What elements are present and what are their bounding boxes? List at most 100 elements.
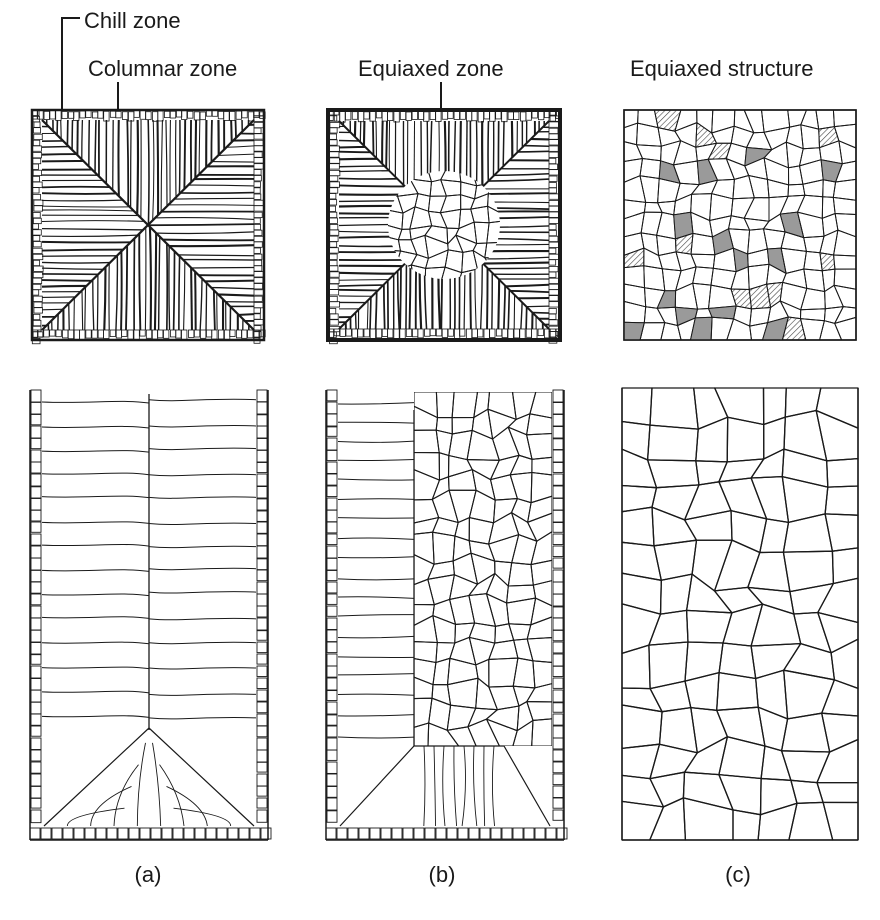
chill-grain <box>33 265 44 272</box>
chill-grain <box>345 328 352 337</box>
chill-grain <box>32 331 44 338</box>
chill-grain <box>328 265 339 272</box>
chill-grain <box>67 329 75 340</box>
chill-grain <box>49 110 56 120</box>
grain <box>414 429 440 454</box>
chill-grain <box>31 229 42 236</box>
columnar-boundary <box>148 522 257 526</box>
chill-grain <box>181 110 188 120</box>
chill-grain <box>30 665 42 679</box>
chill-grain <box>31 247 43 255</box>
grain <box>649 771 686 808</box>
columnar-boundary <box>152 742 162 827</box>
chill-grain <box>256 665 268 677</box>
chill-grain <box>30 389 42 403</box>
chill-grain <box>512 827 524 840</box>
chill-grain <box>326 389 338 402</box>
chill-grain <box>253 319 264 326</box>
chill-grain <box>435 328 443 337</box>
chill-grain <box>453 110 460 120</box>
chill-grain <box>256 713 268 727</box>
grain <box>485 593 510 627</box>
chill-grain <box>150 827 162 840</box>
columnar-boundary <box>41 641 150 645</box>
chill-grain <box>91 329 98 339</box>
chill-grain <box>405 328 413 337</box>
chill-grain <box>256 545 268 560</box>
chill-grain <box>328 145 340 152</box>
chill-grain <box>253 241 263 248</box>
chill-grain <box>328 199 338 206</box>
grain <box>446 657 479 686</box>
panel-a-longitudinal-section <box>29 389 272 841</box>
chill-grain <box>33 127 41 134</box>
chill-grain <box>256 773 268 787</box>
columnar-boundary <box>337 517 415 519</box>
grain <box>788 801 834 841</box>
grain <box>530 531 552 566</box>
grain <box>691 539 733 592</box>
chill-grain <box>326 713 338 726</box>
columnar-boundary <box>337 714 415 717</box>
chill-grain <box>241 109 248 119</box>
grain <box>509 454 533 476</box>
chill-grain <box>30 725 42 737</box>
columnar-boundary <box>41 495 150 499</box>
chill-grain <box>548 145 559 152</box>
grain <box>432 615 457 644</box>
columnar-boundary <box>453 745 458 827</box>
grain <box>449 636 477 666</box>
chill-grain <box>256 461 268 474</box>
grain <box>489 474 518 501</box>
columnar-boundary <box>337 635 415 639</box>
chill-grain <box>429 328 436 337</box>
chill-grain <box>32 319 42 327</box>
chill-grain <box>238 827 250 840</box>
chill-grain <box>369 328 376 341</box>
grain <box>414 451 441 481</box>
chill-grain <box>103 110 110 122</box>
chill-grain <box>30 557 42 571</box>
grain <box>526 432 552 460</box>
chill-grain <box>253 271 264 278</box>
columnar-boundary <box>148 617 257 621</box>
grain <box>621 420 651 461</box>
chill-grain <box>30 497 42 511</box>
chill-grain <box>73 111 80 121</box>
chill-grain <box>32 212 41 219</box>
chill-grain <box>328 115 338 122</box>
chill-grain <box>133 110 140 118</box>
grain <box>467 718 500 746</box>
chill-grain <box>490 827 502 840</box>
grain <box>824 485 859 516</box>
chill-grain <box>253 181 261 188</box>
chill-grain <box>326 569 338 582</box>
chill-grain <box>552 473 564 486</box>
grain <box>621 644 651 690</box>
columnar-boundary <box>148 716 257 720</box>
chill-grain <box>333 328 340 337</box>
chill-grain <box>548 139 561 146</box>
chill-grain <box>552 401 564 415</box>
chill-grain <box>256 653 268 665</box>
chill-grain <box>375 328 383 339</box>
chill-grain <box>552 641 564 654</box>
grain <box>451 416 475 435</box>
chill-grain <box>30 593 42 606</box>
grain <box>621 506 655 547</box>
chill-grain <box>327 109 340 116</box>
chill-grain <box>380 827 392 840</box>
grain <box>427 574 455 606</box>
chill-grain <box>256 737 268 751</box>
chill-grain <box>256 449 268 463</box>
chill-grain <box>552 629 564 642</box>
chill-grain <box>253 277 264 284</box>
chill-grain <box>544 328 551 339</box>
chill-grain <box>329 319 339 326</box>
columnar-boundary <box>337 537 415 540</box>
chill-grain <box>253 133 264 140</box>
columnar-boundary <box>41 593 150 597</box>
chill-grain <box>545 827 557 840</box>
chill-grain <box>253 331 262 338</box>
chill-grain <box>548 241 560 248</box>
